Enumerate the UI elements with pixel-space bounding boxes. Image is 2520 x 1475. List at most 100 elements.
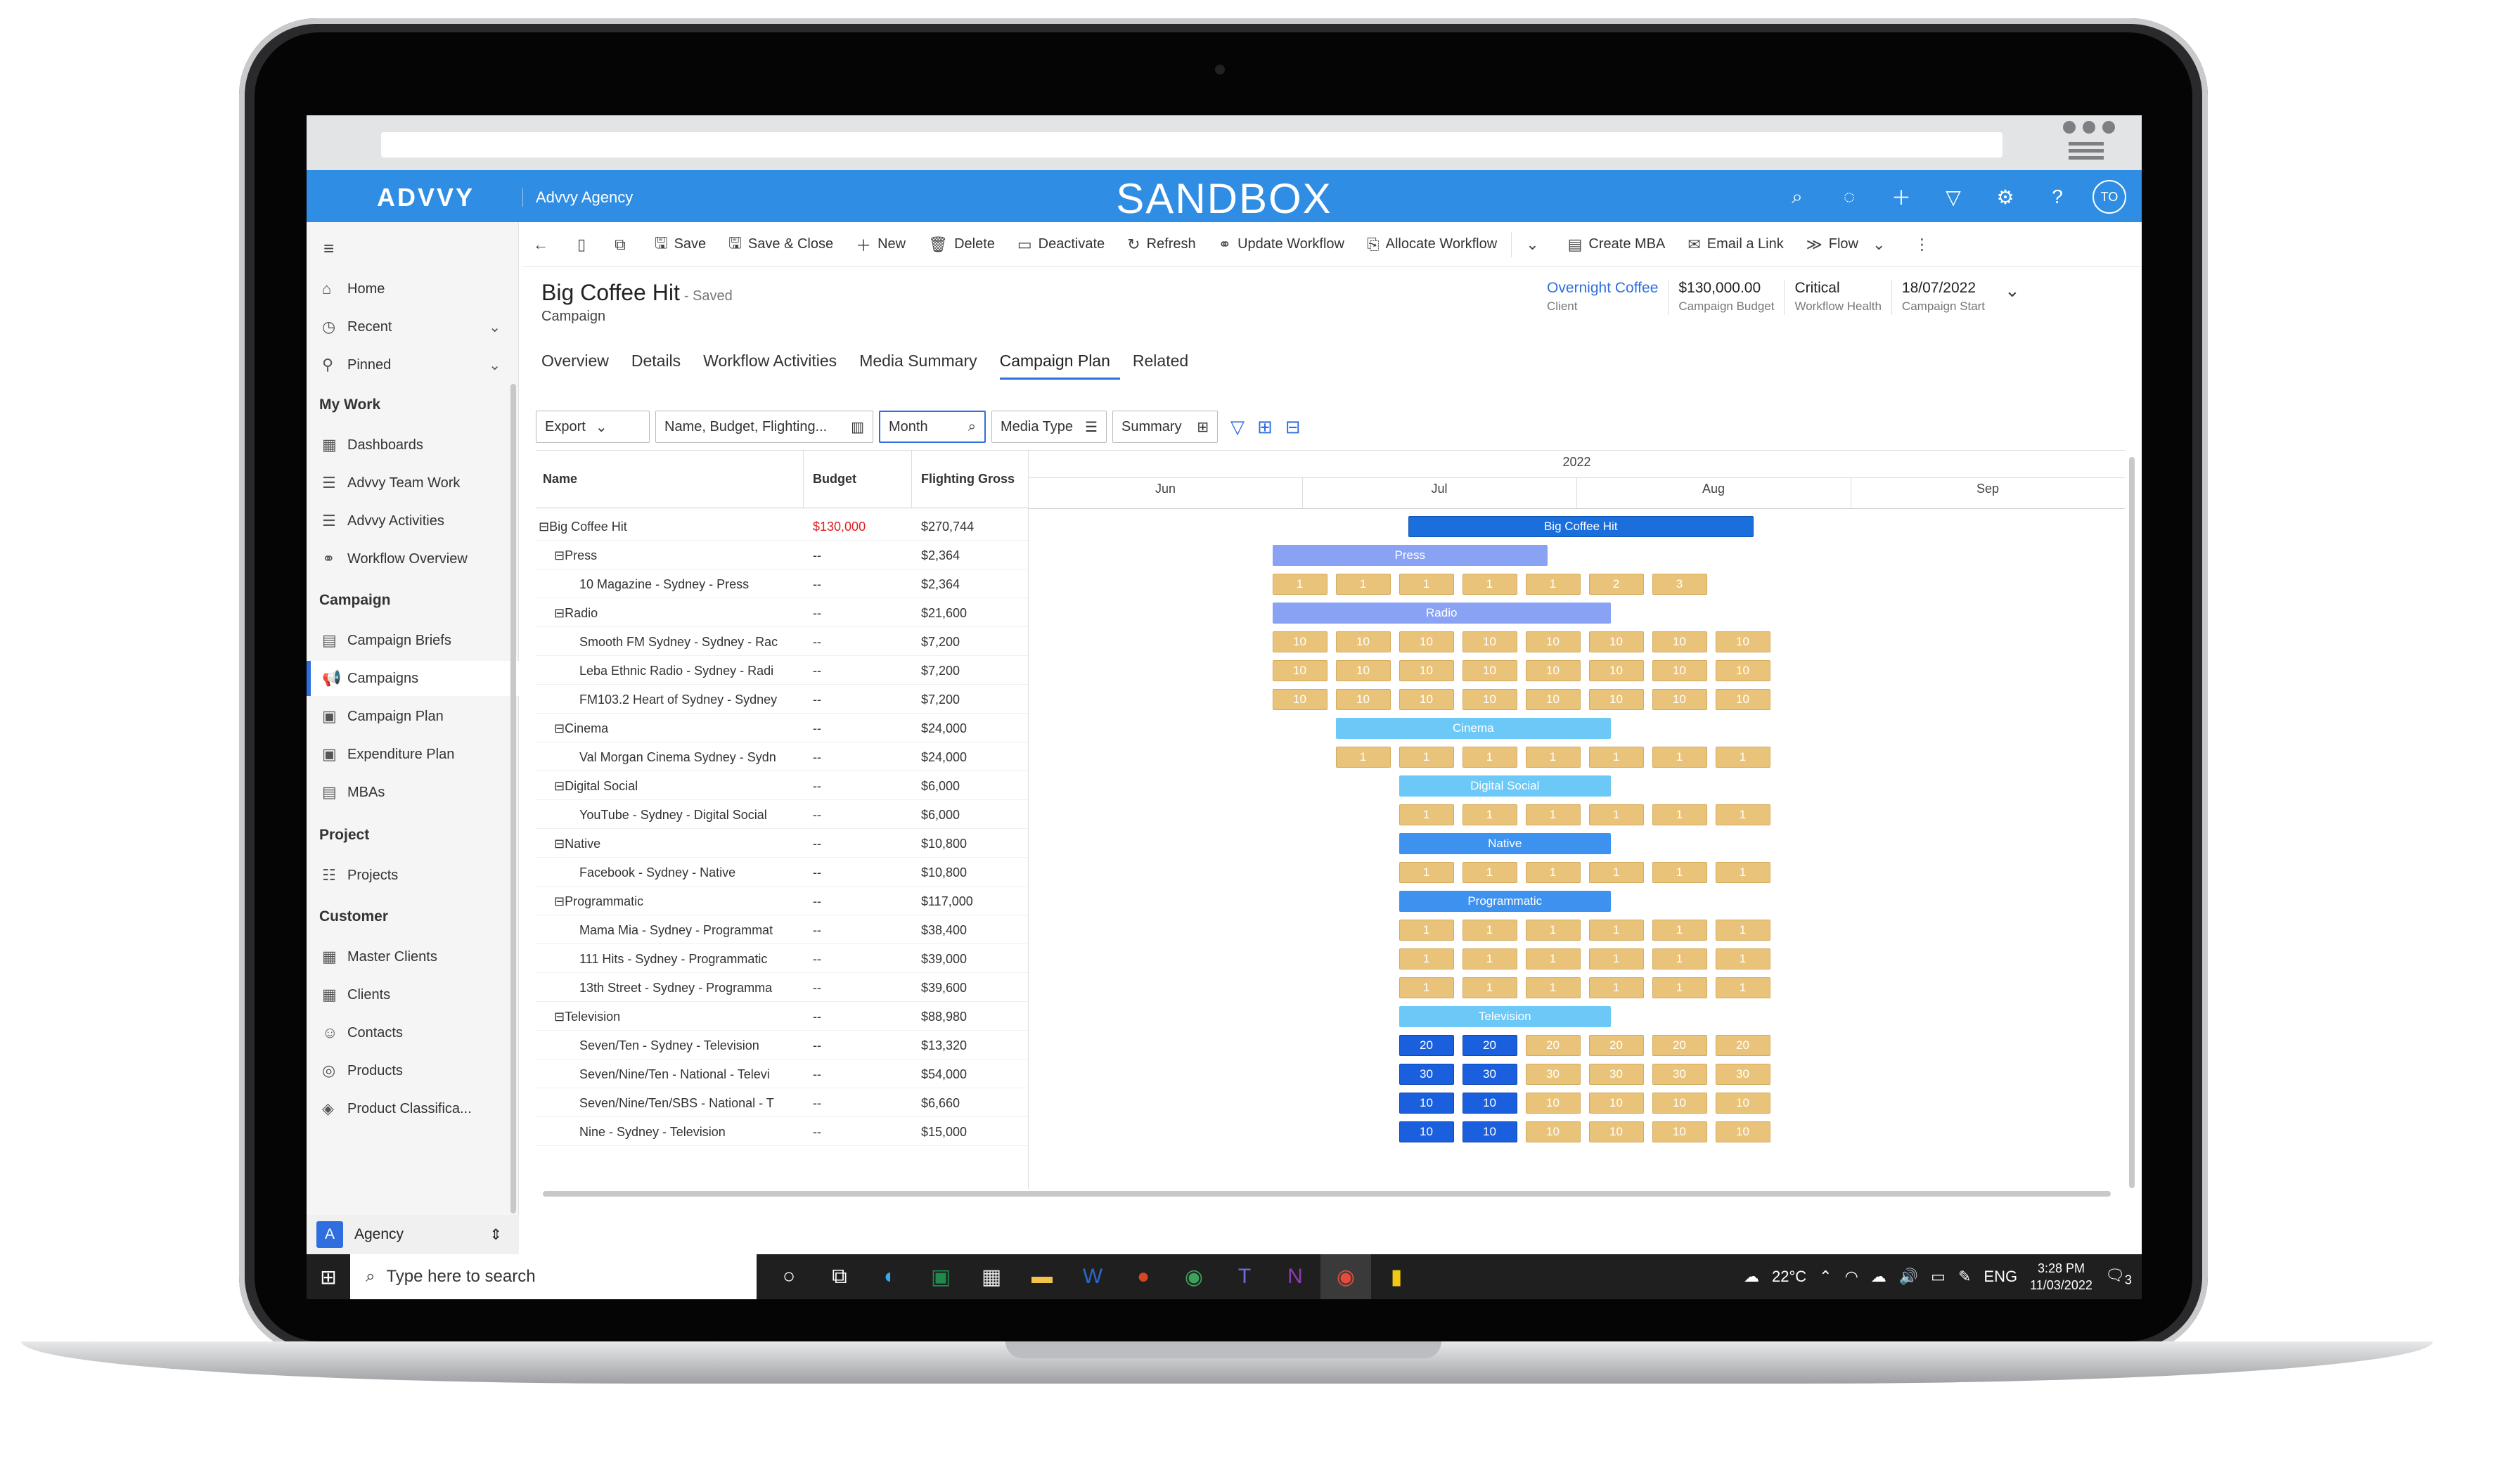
gantt-cell[interactable]: 1 (1462, 747, 1517, 768)
table-row[interactable]: Facebook - Sydney - Native -- $10,800 (536, 858, 1028, 887)
table-row[interactable]: Leba Ethnic Radio - Sydney - Radi -- $7,20… (536, 657, 1028, 685)
gantt-bar[interactable]: Television (1399, 1006, 1611, 1027)
timescale-month-select[interactable]: Month ⌕ (879, 411, 986, 443)
gantt-cell[interactable]: 1 (1525, 574, 1581, 595)
sidebar-item-activities[interactable]: ☰ Advvy Activities (322, 512, 444, 529)
gantt-cell[interactable]: 1 (1335, 574, 1391, 595)
export-button[interactable]: Export ⌄ (536, 411, 650, 443)
gantt-cell[interactable]: 1 (1652, 804, 1707, 825)
gantt-cell[interactable]: 10 (1715, 1093, 1770, 1114)
sidebar-item-campaigns[interactable]: 📢 Campaigns (307, 661, 519, 696)
gantt-cell[interactable]: 10 (1399, 689, 1454, 710)
gantt-cell[interactable]: 30 (1399, 1064, 1454, 1085)
gantt-cell[interactable]: 1 (1462, 977, 1517, 998)
gantt-cell[interactable]: 1 (1588, 804, 1644, 825)
save-button[interactable]: 🖫 Save (643, 222, 717, 267)
gantt-cell[interactable]: 10 (1272, 631, 1328, 652)
sidebar-item-home[interactable]: ⌂ Home (322, 280, 385, 297)
gantt-cell[interactable]: 10 (1715, 660, 1770, 681)
weather-icon[interactable]: ☁ (1743, 1268, 1759, 1285)
sidebar-item-recent[interactable]: ◷ Recent ⌄ (322, 318, 501, 335)
gantt-cell[interactable]: 10 (1715, 689, 1770, 710)
table-row[interactable]: ⊟Programmatic -- $117,000 (536, 887, 1028, 915)
gear-icon[interactable]: ⚙ (1996, 186, 2014, 208)
pen-icon[interactable]: ✎ (1958, 1268, 1972, 1285)
app-agency-name[interactable]: Advvy Agency (522, 188, 633, 207)
email-link-button[interactable]: ✉ Email a Link (1688, 235, 1784, 253)
media-type-group[interactable]: Media Type ☰ (991, 411, 1107, 443)
gantt-cell[interactable]: 1 (1715, 747, 1770, 768)
sidebar-item-projects[interactable]: ☷ Projects (322, 866, 399, 884)
gantt-bar[interactable]: Digital Social (1399, 775, 1611, 797)
task-view-icon[interactable]: ⧉ (832, 1265, 847, 1288)
network-icon[interactable]: ◠ (1844, 1268, 1858, 1285)
gantt-bar[interactable]: Big Coffee Hit (1408, 516, 1754, 537)
deactivate-button[interactable]: ▭ Deactivate (1017, 235, 1105, 253)
table-row[interactable]: 10 Magazine - Sydney - Press -- $2,364 (536, 570, 1028, 598)
gantt-cell[interactable]: 1 (1399, 747, 1454, 768)
sidebar-item-clients[interactable]: ▦ Clients (322, 986, 391, 1003)
gantt-cell[interactable]: 1 (1525, 747, 1581, 768)
powerpoint-icon[interactable]: ● (1136, 1265, 1150, 1288)
gantt-cell[interactable]: 1 (1462, 804, 1517, 825)
tab-overview[interactable]: Overview (541, 352, 609, 370)
gantt-cell[interactable]: 1 (1588, 948, 1644, 970)
sidebar-item-master-clients[interactable]: ▦ Master Clients (322, 948, 437, 965)
sidebar-item-campaign-plan[interactable]: ▣ Campaign Plan (322, 707, 444, 725)
gantt-cell[interactable]: 30 (1462, 1064, 1517, 1085)
gantt-cell[interactable]: 30 (1715, 1064, 1770, 1085)
gantt-cell[interactable]: 1 (1525, 977, 1581, 998)
gantt-cell[interactable]: 10 (1525, 689, 1581, 710)
gantt-cell[interactable]: 1 (1652, 862, 1707, 883)
gantt-bar[interactable]: Native (1399, 833, 1611, 854)
save-close-button[interactable]: 🖫 Save & Close (717, 222, 844, 267)
form-view-button[interactable]: ▯ (566, 222, 603, 267)
gantt-cell[interactable]: 10 (1715, 631, 1770, 652)
chevron-down-icon[interactable]: ⌄ (489, 357, 501, 373)
allocate-workflow-dropdown[interactable]: ⌄ (1515, 222, 1556, 267)
lightbulb-icon[interactable]: ◌ (1843, 186, 1856, 207)
gantt-cell[interactable]: 1 (1715, 920, 1770, 941)
sidebar-item-campaign-briefs[interactable]: ▤ Campaign Briefs (322, 631, 451, 649)
gantt-cell[interactable]: 1 (1525, 862, 1581, 883)
gantt-cell[interactable]: 1 (1272, 574, 1328, 595)
gantt-cell[interactable]: 1 (1715, 862, 1770, 883)
gantt-cell[interactable]: 10 (1272, 660, 1328, 681)
gantt-cell[interactable]: 2 (1588, 574, 1644, 595)
gantt-cell[interactable]: 30 (1588, 1064, 1644, 1085)
refresh-button[interactable]: ↻ Refresh (1127, 235, 1196, 253)
table-row[interactable]: ⊟Press -- $2,364 (536, 541, 1028, 569)
search-icon[interactable]: ⌕ (1792, 185, 1803, 207)
windows-start-icon[interactable]: ⊞ (320, 1265, 337, 1288)
table-row[interactable]: Val Morgan Cinema Sydney - Sydn -- $24,000 (536, 743, 1028, 771)
gantt-cell[interactable]: 1 (1715, 804, 1770, 825)
gantt-bar[interactable]: Programmatic (1399, 891, 1611, 912)
gantt-cell[interactable]: 1 (1399, 948, 1454, 970)
sidebar-item-dashboards[interactable]: ▦ Dashboards (322, 436, 423, 453)
table-row[interactable]: ⊟Big Coffee Hit $130,000 $270,744 (536, 513, 1028, 541)
table-row[interactable]: Smooth FM Sydney - Sydney - Rac -- $7,200 (536, 628, 1028, 656)
gantt-cell[interactable]: 1 (1525, 948, 1581, 970)
summary-toggle[interactable]: Summary ⊞ (1112, 411, 1218, 443)
onenote-icon[interactable]: N (1287, 1265, 1303, 1288)
avatar[interactable]: TO (2092, 180, 2126, 214)
more-commands-button[interactable]: ⋮ (1903, 222, 1947, 267)
table-row[interactable]: Mama Mia - Sydney - Programmat -- $38,400 (536, 916, 1028, 944)
sidebar-item-team-work[interactable]: ☰ Advvy Team Work (322, 474, 461, 491)
taskbar-clock[interactable]: 3:28 PM 11/03/2022 (2030, 1261, 2092, 1292)
gantt-cell[interactable]: 10 (1715, 1121, 1770, 1142)
gantt-cell[interactable]: 20 (1525, 1035, 1581, 1056)
battery-icon[interactable]: ▭ (1931, 1268, 1946, 1285)
gantt-cell[interactable]: 10 (1588, 1093, 1644, 1114)
sidebar-item-products[interactable]: ◎ Products (322, 1062, 403, 1079)
new-button[interactable]: ＋ New (844, 222, 917, 267)
gantt-cell[interactable]: 10 (1462, 660, 1517, 681)
table-row[interactable]: 111 Hits - Sydney - Programmatic -- $39,00… (536, 945, 1028, 973)
gantt-cell[interactable]: 1 (1462, 920, 1517, 941)
gantt-cell[interactable]: 10 (1335, 660, 1391, 681)
table-row[interactable]: ⊟Cinema -- $24,000 (536, 714, 1028, 742)
chevron-down-icon[interactable]: ⌄ (489, 319, 501, 335)
gantt-cell[interactable]: 1 (1715, 977, 1770, 998)
chevron-up-icon[interactable]: ⌃ (1819, 1268, 1832, 1285)
gantt-cell[interactable]: 1 (1525, 920, 1581, 941)
